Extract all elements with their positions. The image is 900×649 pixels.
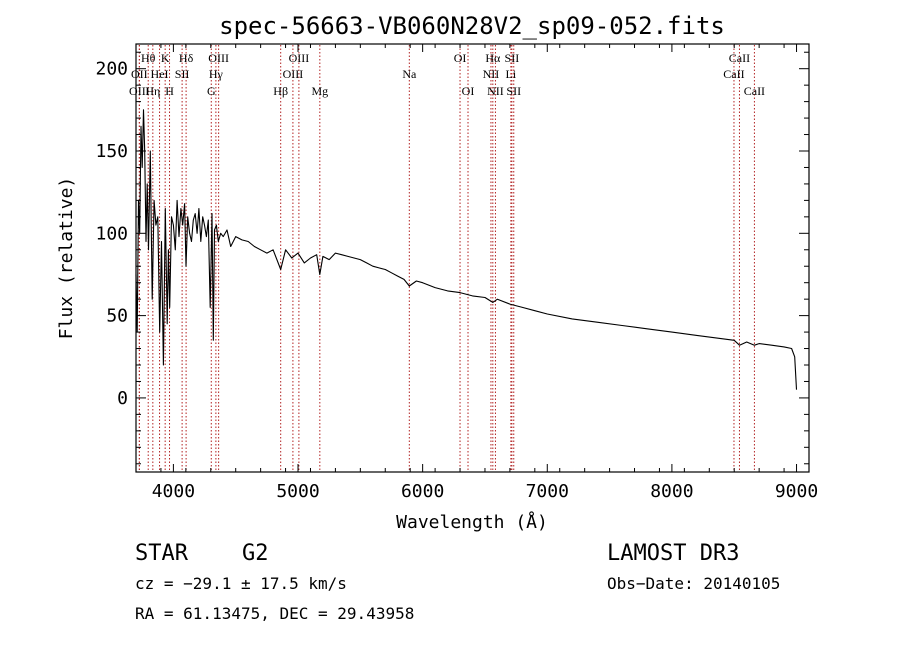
spectral-line-label: Hα <box>485 51 501 65</box>
spectral-line-label: G <box>207 84 216 98</box>
observation-date: Obs−Date: 20140105 <box>607 574 780 593</box>
spectral-line-label: NII <box>487 84 504 98</box>
x-tick-label: 4000 <box>152 481 195 502</box>
spectral-line-label: HeI <box>151 67 169 81</box>
y-axis-label: Flux (relative) <box>56 177 77 340</box>
spectral-line-label: Hδ <box>179 51 194 65</box>
plot-frame <box>135 43 810 473</box>
x-axis-label: Wavelength (Å) <box>396 511 548 533</box>
spectral-line-label: Na <box>402 67 417 81</box>
spectral-line-label: SII <box>175 67 190 81</box>
y-tick-label: 200 <box>95 59 128 80</box>
spectral-line-label: OI <box>462 84 475 98</box>
chart-title: spec-56663-VB060N28V2_sp09-052.fits <box>219 12 725 40</box>
y-tick-label: 0 <box>117 388 128 409</box>
spectral-line-label: Hη <box>145 84 160 98</box>
x-tick-label: 6000 <box>401 481 444 502</box>
x-tick-label: 7000 <box>526 481 569 502</box>
spectral-line-label: SII <box>505 51 520 65</box>
y-tick-label: 50 <box>106 306 128 327</box>
x-tick-label: 9000 <box>775 481 818 502</box>
spectral-line-label: Hγ <box>209 67 224 81</box>
spectral-line-label: NII <box>483 67 500 81</box>
spectral-line-label: CaII <box>729 51 750 65</box>
spectral-line-label: OIII <box>208 51 229 65</box>
y-axis-ticks: 0 50 100 150 200 <box>95 51 809 465</box>
spectral-line-label: CaII <box>744 84 765 98</box>
spectral-line-label: Hβ <box>273 84 288 98</box>
spectrum-series-line <box>135 109 798 390</box>
spectral-line-label: Mg <box>311 84 328 98</box>
spectral-line-label: OIII <box>129 84 150 98</box>
spectral-line-label: H <box>165 84 174 98</box>
object-subclass: G2 <box>242 541 269 566</box>
spectral-line-label: Li <box>506 67 517 81</box>
y-tick-label: 100 <box>95 223 128 244</box>
y-tick-label: 150 <box>95 141 128 162</box>
ra-dec-coordinates: RA = 61.13475, DEC = 29.43958 <box>135 604 414 623</box>
spectral-line-label: OIII <box>289 51 310 65</box>
spectral-line-label: OI <box>454 51 467 65</box>
x-tick-label: 5000 <box>276 481 319 502</box>
spectral-line-label: OIII <box>283 67 304 81</box>
x-tick-label: 8000 <box>650 481 693 502</box>
spectral-line-label: K <box>161 51 170 65</box>
spectral-line-label: CaII <box>723 67 744 81</box>
object-class: STAR <box>135 541 189 566</box>
spectral-line-label: Hθ <box>141 51 156 65</box>
x-axis-ticks: 4000 5000 6000 7000 8000 9000 <box>135 44 818 502</box>
redshift-cz: cz = −29.1 ± 17.5 km/s <box>135 574 347 593</box>
spectral-line-label: OII <box>131 67 148 81</box>
spectral-line-label: SII <box>506 84 521 98</box>
survey-name: LAMOST DR3 <box>607 541 739 566</box>
spectral-line-markers <box>138 45 755 471</box>
